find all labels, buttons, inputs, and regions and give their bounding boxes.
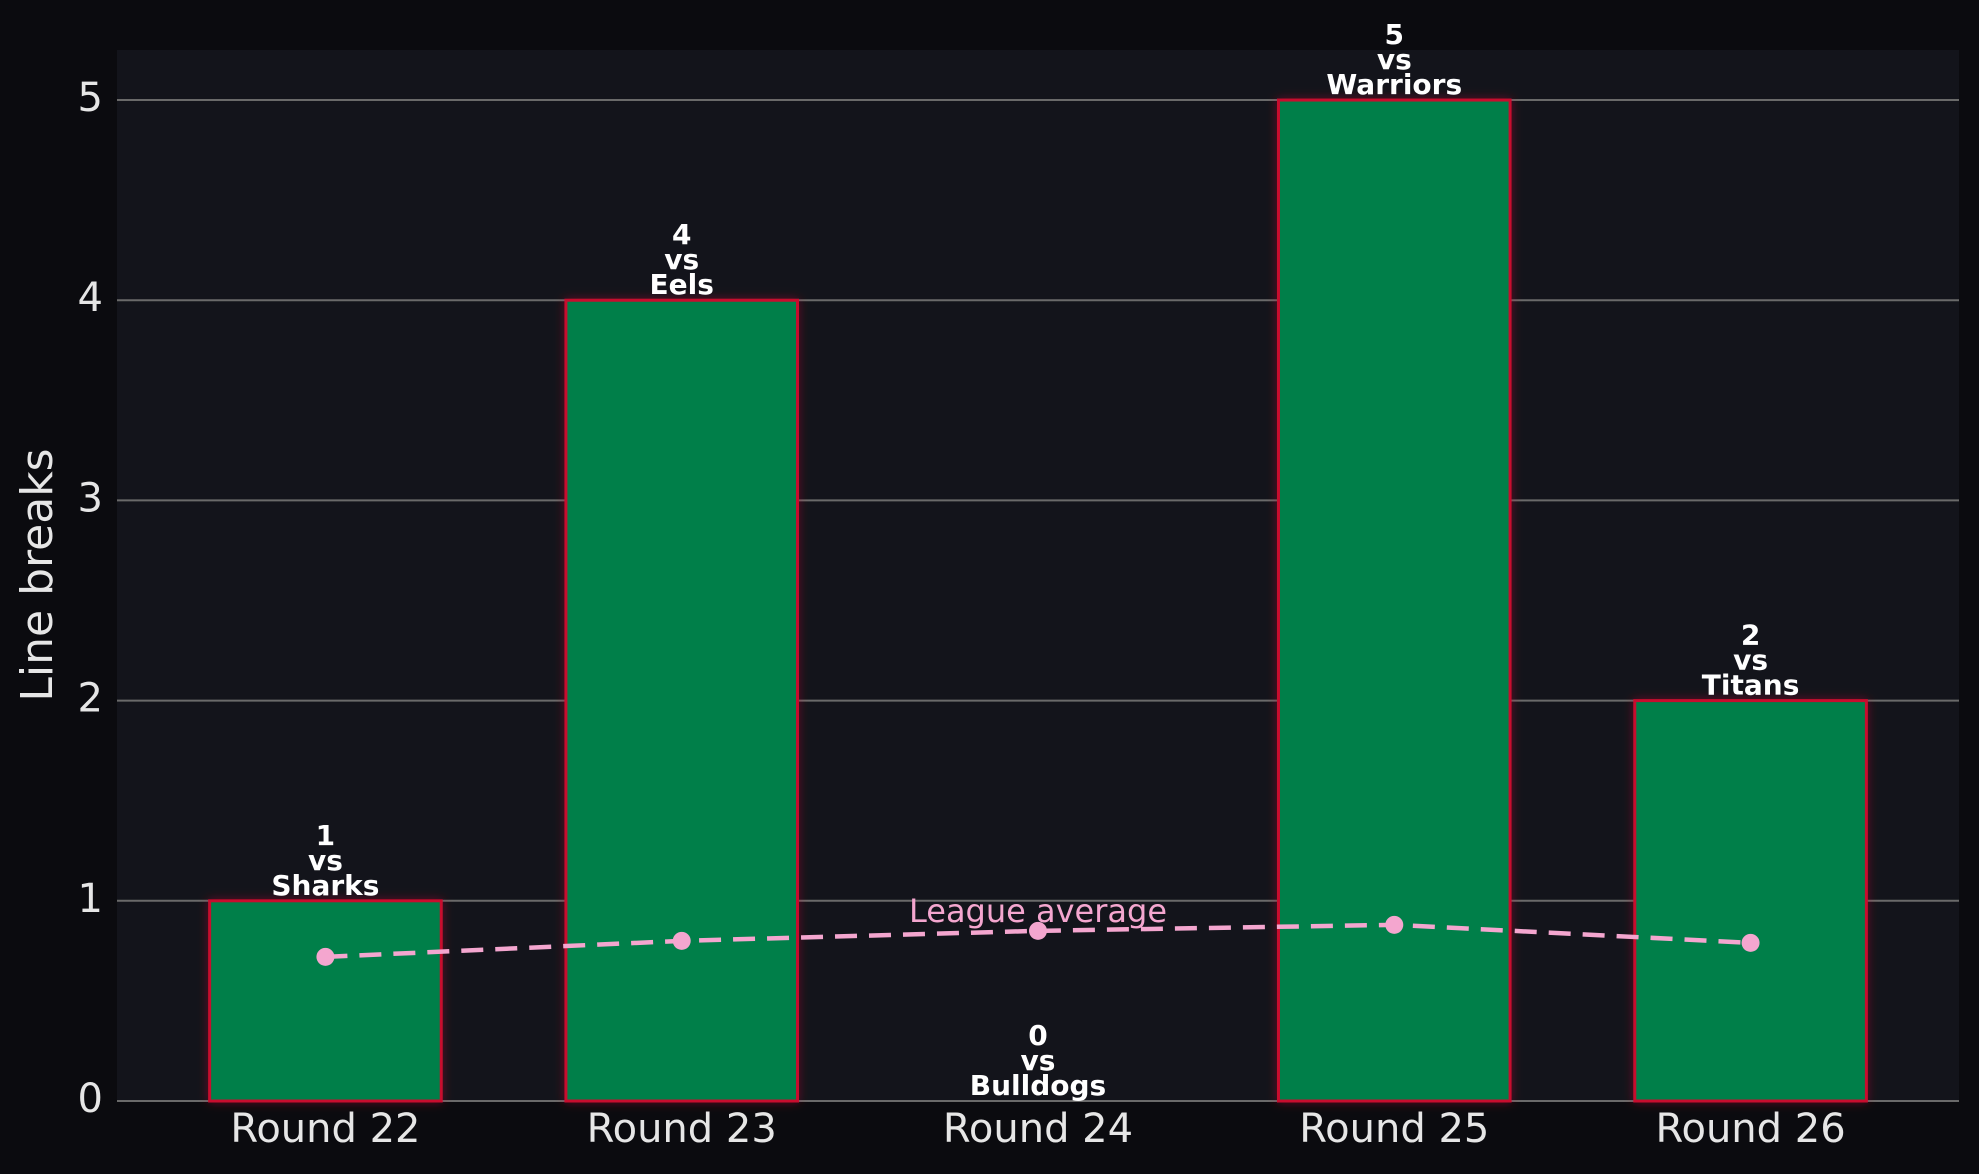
data-label-value: 2: [1741, 619, 1760, 652]
x-tick-label: Round 26: [1655, 1106, 1845, 1152]
average-point: [1385, 915, 1404, 934]
x-tick-label: Round 23: [587, 1106, 777, 1152]
y-tick-label: 5: [78, 75, 103, 121]
y-axis-label: Line breaks: [12, 448, 63, 701]
y-tick-label: 1: [78, 876, 103, 922]
data-label-opponent: Titans: [1702, 669, 1800, 702]
y-tick-label: 2: [78, 676, 103, 722]
y-tick-label: 3: [78, 475, 103, 521]
data-label-value: 0: [1028, 1019, 1047, 1052]
data-label-opponent: Eels: [650, 268, 714, 301]
data-label-connector: vs: [1733, 644, 1768, 677]
data-label-connector: vs: [1377, 43, 1412, 76]
average-point: [1029, 921, 1047, 940]
data-label-connector: vs: [308, 844, 343, 877]
data-label-opponent: Sharks: [271, 869, 379, 902]
data-label-value: 5: [1385, 18, 1404, 51]
x-tick-label: Round 24: [943, 1106, 1133, 1152]
y-tick-label: 0: [78, 1076, 103, 1122]
x-tick-label: Round 22: [230, 1106, 420, 1152]
data-label-opponent: Warriors: [1326, 68, 1462, 101]
y-tick-label: 4: [78, 275, 103, 321]
bar: [1633, 699, 1868, 1103]
data-label-value: 4: [672, 218, 691, 251]
bar: [1276, 98, 1512, 1103]
data-label-connector: vs: [1021, 1044, 1056, 1077]
x-tick-label: Round 25: [1299, 1106, 1489, 1152]
average-label: League average: [909, 892, 1167, 930]
average-point: [672, 931, 691, 950]
bar: [564, 298, 800, 1103]
average-point: [1741, 933, 1760, 952]
data-label-opponent: Bulldogs: [970, 1069, 1106, 1102]
data-label-connector: vs: [664, 243, 699, 276]
bar: [208, 899, 443, 1103]
average-point: [316, 947, 335, 966]
data-label-value: 1: [316, 819, 335, 852]
